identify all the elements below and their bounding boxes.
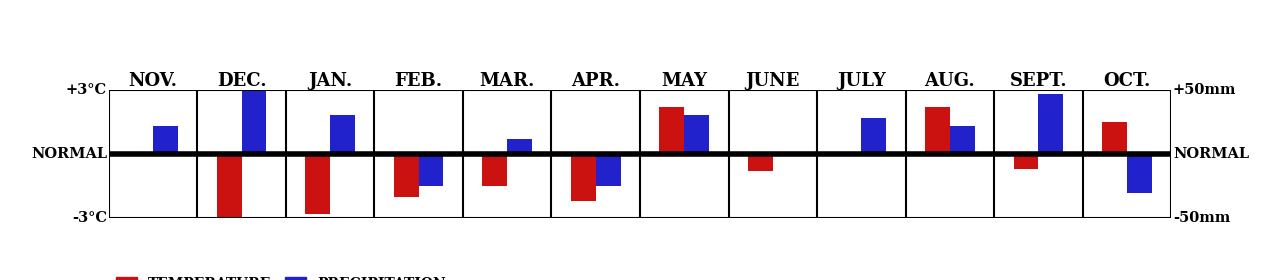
Text: DEC.: DEC.	[216, 72, 266, 90]
Text: FEB.: FEB.	[394, 72, 443, 90]
Bar	[659, 107, 685, 154]
Bar	[861, 118, 886, 154]
Text: NORMAL: NORMAL	[31, 147, 108, 161]
Bar	[925, 107, 950, 154]
Bar	[154, 126, 178, 154]
Text: OCT.: OCT.	[1103, 72, 1151, 90]
Text: +50mm: +50mm	[1172, 83, 1236, 97]
Bar	[685, 115, 709, 154]
Bar	[394, 154, 419, 197]
Bar	[595, 154, 621, 186]
Text: NOV.: NOV.	[128, 72, 178, 90]
Bar	[242, 90, 266, 154]
Text: -3°C: -3°C	[72, 211, 108, 225]
Bar	[1126, 154, 1152, 193]
Bar	[571, 154, 595, 201]
Text: MAY: MAY	[662, 72, 708, 90]
Text: APR.: APR.	[571, 72, 621, 90]
Text: JULY: JULY	[837, 72, 886, 90]
Text: -50mm: -50mm	[1172, 211, 1230, 225]
Text: SEPT.: SEPT.	[1010, 72, 1068, 90]
Bar	[1102, 122, 1126, 154]
Text: JAN.: JAN.	[308, 72, 352, 90]
Bar	[507, 139, 532, 154]
Bar	[306, 154, 330, 214]
Bar	[1014, 154, 1038, 169]
Text: +3°C: +3°C	[65, 83, 108, 97]
Text: MAR.: MAR.	[480, 72, 535, 90]
Text: AUG.: AUG.	[924, 72, 975, 90]
Bar	[483, 154, 507, 186]
Bar	[950, 126, 974, 154]
Bar	[330, 115, 355, 154]
Text: JUNE: JUNE	[746, 72, 800, 90]
Bar	[216, 154, 242, 218]
Bar	[419, 154, 443, 186]
Text: NORMAL: NORMAL	[1172, 147, 1249, 161]
Bar	[1038, 94, 1064, 154]
Bar	[748, 154, 773, 171]
Legend: TEMPERATURE, PRECIPITATION: TEMPERATURE, PRECIPITATION	[115, 277, 445, 280]
